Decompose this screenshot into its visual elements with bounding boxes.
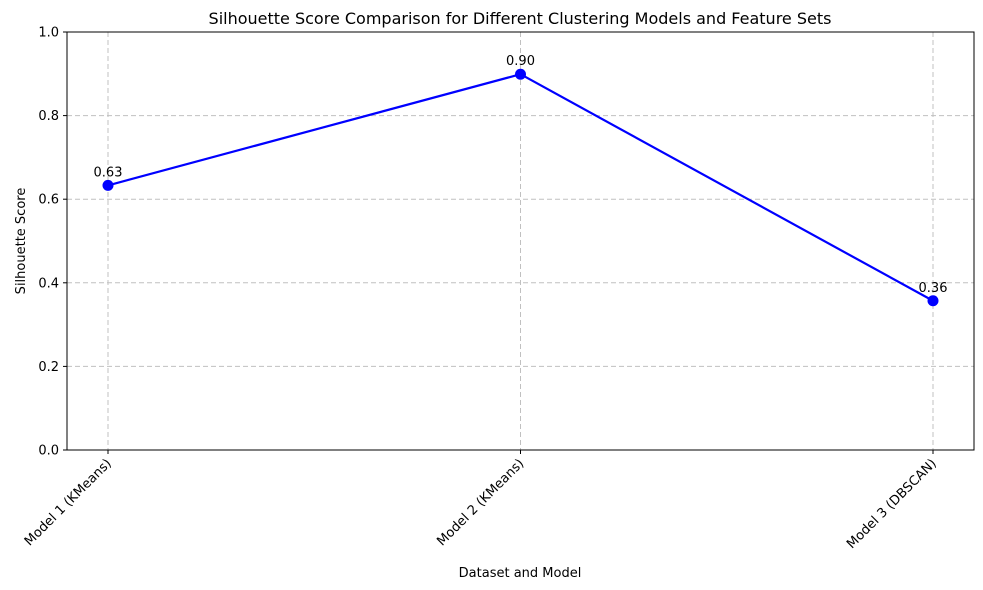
data-labels: 0.63 0.90 0.36	[94, 54, 948, 296]
chart-title: Silhouette Score Comparison for Differen…	[209, 9, 832, 28]
x-axis-ticks: Model 1 (KMeans) Model 2 (KMeans) Model 3 …	[22, 450, 940, 552]
y-tick-label: 0.6	[38, 193, 59, 208]
data-label: 0.63	[94, 165, 123, 180]
data-point	[515, 68, 526, 80]
y-tick-label: 0.4	[38, 276, 59, 291]
data-point	[927, 295, 939, 307]
data-points	[102, 68, 939, 307]
x-axis-label: Dataset and Model	[459, 566, 582, 581]
data-label: 0.36	[919, 281, 948, 296]
data-point	[102, 179, 114, 191]
grid-lines	[67, 31, 974, 451]
y-tick-label: 0.8	[38, 109, 59, 124]
y-tick-label: 0.2	[38, 360, 59, 375]
y-tick-label: 1.0	[38, 26, 59, 41]
x-tick-label: Model 2 (KMeans)	[434, 456, 527, 549]
x-tick-label: Model 3 (DBSCAN)	[844, 456, 940, 552]
data-label: 0.90	[506, 54, 535, 69]
y-tick-label: 0.0	[38, 444, 59, 459]
y-axis-label: Silhouette Score	[14, 188, 29, 295]
x-tick-label: Model 1 (KMeans)	[22, 456, 115, 549]
y-axis-ticks: 0.0 0.2 0.4 0.6 0.8 1.0	[38, 26, 67, 459]
